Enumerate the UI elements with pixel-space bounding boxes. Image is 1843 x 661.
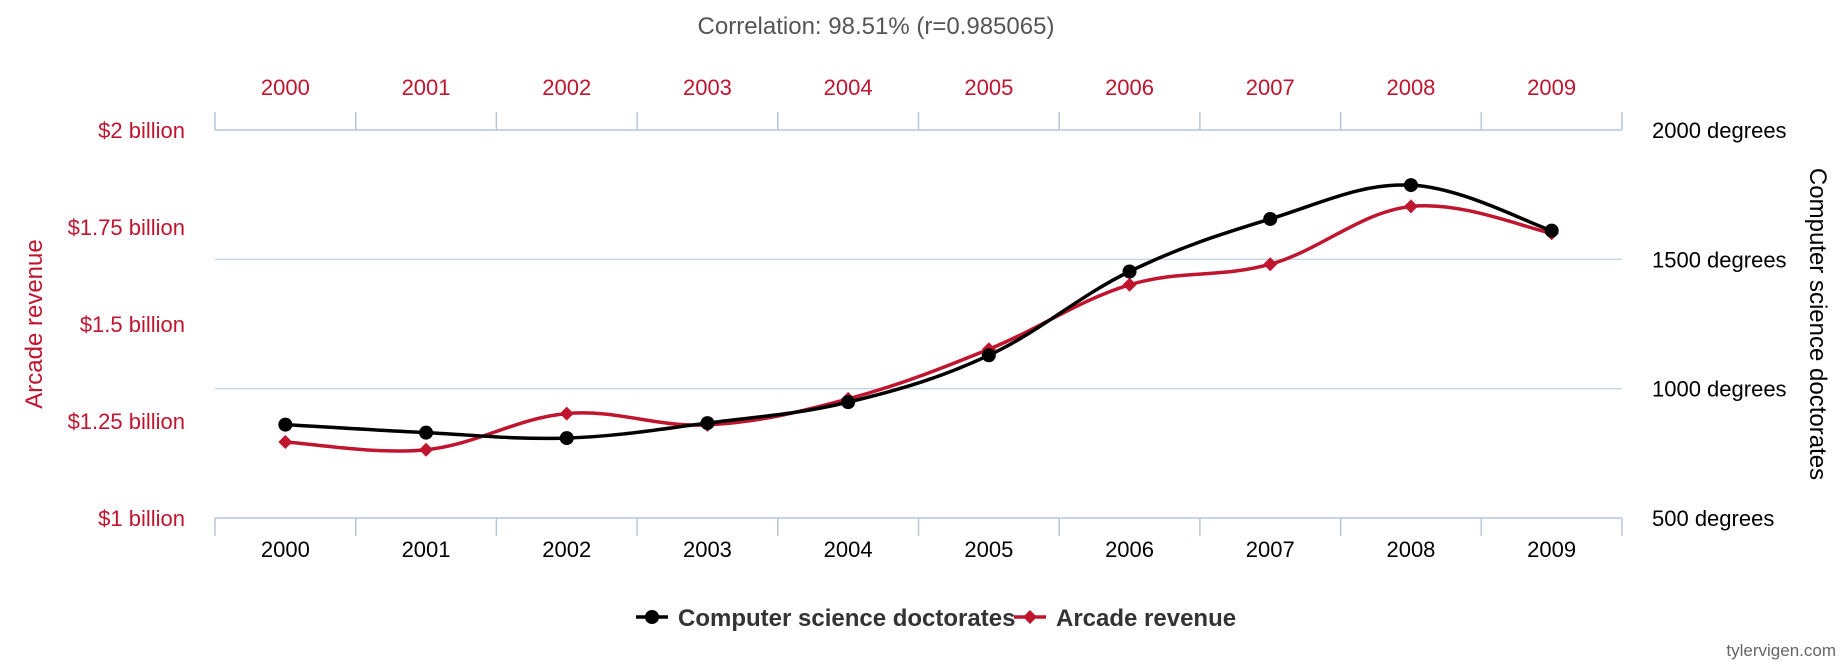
arcade-revenue-point	[559, 406, 574, 421]
arcade-revenue-line	[285, 203, 1552, 453]
legend-label-arcade-revenue: Arcade revenue	[1056, 605, 1236, 632]
bottom-axis-label: 2005	[964, 537, 1013, 562]
top-axis-label: 2007	[1246, 75, 1295, 100]
top-axis-label: 2002	[542, 75, 591, 100]
bottom-axis-label: 2004	[824, 537, 873, 562]
computer-science-doctorates-point	[700, 416, 715, 431]
top-axis-label: 2009	[1527, 75, 1576, 100]
arcade-revenue-point	[1122, 277, 1137, 292]
bottom-axis-label: 2002	[542, 537, 591, 562]
computer-science-doctorates-point	[1403, 178, 1418, 193]
bottom-axis-label: 2009	[1527, 537, 1576, 562]
top-axis-label: 2001	[402, 75, 451, 100]
legend-marker-arcade-revenue	[1023, 610, 1037, 624]
right-axis-tick-label: 1500 degrees	[1652, 247, 1787, 272]
top-axis-label: 2004	[824, 75, 873, 100]
computer-science-doctorates-line	[285, 183, 1553, 441]
legend-label-computer-science-doctorates: Computer science doctorates	[678, 605, 1015, 632]
right-axis-tick-label: 1000 degrees	[1652, 377, 1787, 402]
arcade-revenue-point	[1263, 257, 1278, 272]
right-axis-tick-label: 2000 degrees	[1652, 118, 1787, 143]
computer-science-doctorates-point	[1544, 223, 1559, 238]
left-axis-title: Arcade revenue	[21, 239, 48, 408]
bottom-axis-label: 2008	[1386, 537, 1435, 562]
right-axis-title: Computer science doctorates	[1804, 168, 1831, 480]
top-axis-label: 2006	[1105, 75, 1154, 100]
left-axis-tick-label: $2 billion	[98, 118, 185, 143]
left-axis-tick-label: $1.75 billion	[68, 215, 185, 240]
left-axis-tick-label: $1.5 billion	[80, 312, 185, 337]
top-axis-label: 2000	[261, 75, 310, 100]
chart-title: Correlation: 98.51% (r=0.985065)	[698, 13, 1055, 40]
bottom-axis-label: 2001	[402, 537, 451, 562]
computer-science-doctorates-point	[1263, 211, 1278, 226]
bottom-axis-label: 2000	[261, 537, 310, 562]
top-axis-label: 2008	[1386, 75, 1435, 100]
top-axis-label: 2005	[964, 75, 1013, 100]
bottom-axis-label: 2003	[683, 537, 732, 562]
arcade-revenue-point	[278, 434, 293, 449]
computer-science-doctorates-point	[1122, 264, 1137, 279]
arcade-revenue-point	[419, 442, 434, 457]
credit-text: tylervigen.com	[1726, 641, 1836, 660]
left-axis-tick-label: $1.25 billion	[68, 409, 185, 434]
computer-science-doctorates-point	[981, 348, 996, 363]
computer-science-doctorates-point	[841, 395, 856, 410]
bottom-axis-label: 2006	[1105, 537, 1154, 562]
arcade-revenue-point	[1403, 199, 1418, 214]
computer-science-doctorates-point	[278, 417, 293, 432]
right-axis-tick-label: 500 degrees	[1652, 506, 1774, 531]
computer-science-doctorates-point	[559, 431, 574, 446]
top-axis-label: 2003	[683, 75, 732, 100]
legend-marker-computer-science-doctorates	[645, 610, 659, 624]
computer-science-doctorates-point	[419, 425, 434, 440]
left-axis-tick-label: $1 billion	[98, 506, 185, 531]
bottom-axis-label: 2007	[1246, 537, 1295, 562]
